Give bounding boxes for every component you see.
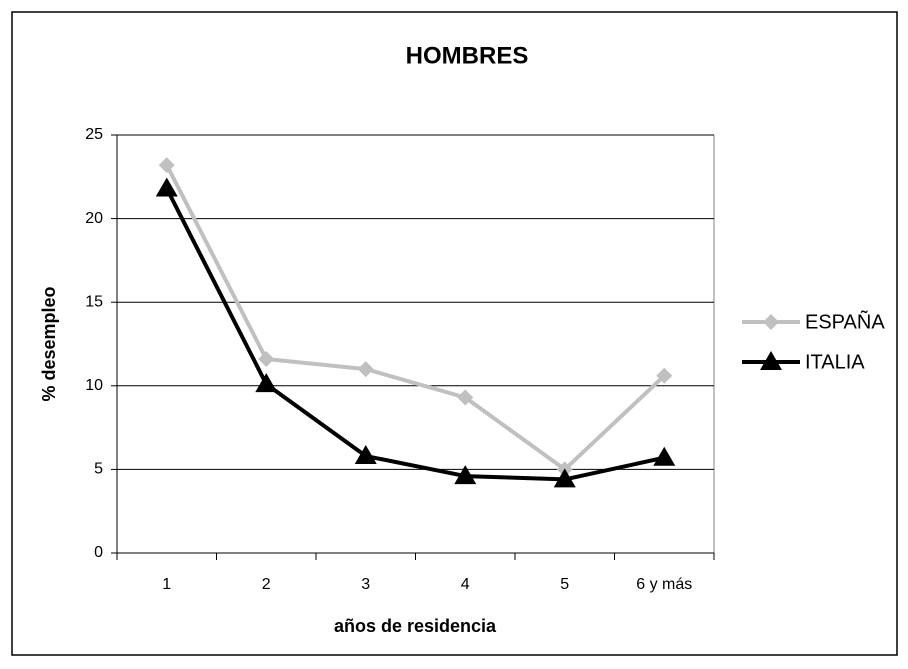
chart-border [11,11,898,656]
marker [457,389,474,406]
marker [454,465,477,485]
marker [158,157,175,174]
y-tick-label: 25 [85,126,103,143]
series-line [164,187,665,482]
x-tick-label: 2 [262,576,271,593]
marker [354,445,377,465]
legend-marker [763,314,779,330]
x-tick-label: 3 [361,576,370,593]
y-tick-label: 15 [85,293,103,310]
legend-marker [760,351,782,370]
x-tick-label: 5 [560,576,569,593]
marker [656,367,673,384]
x-tick-label: 6 y más [636,576,692,593]
marker [357,361,374,378]
y-tick-label: 20 [85,210,103,227]
x-tick-label: 4 [461,576,470,593]
marker [258,351,275,368]
y-tick-label: 10 [85,377,103,394]
marker [653,446,676,466]
x-axis-label: años de residencia [334,616,497,636]
legend-label: ESPAÑA [805,309,885,333]
y-tick-label: 0 [94,544,103,561]
marker [155,177,178,197]
x-tick-label: 1 [162,576,171,593]
series-line [164,164,666,472]
chart-title: HOMBRES [406,42,529,69]
marker [255,373,278,393]
marker [553,468,576,488]
y-axis-label: % desempleo [39,286,59,401]
legend-label: ITALIA [805,351,865,373]
y-tick-label: 5 [94,461,103,478]
